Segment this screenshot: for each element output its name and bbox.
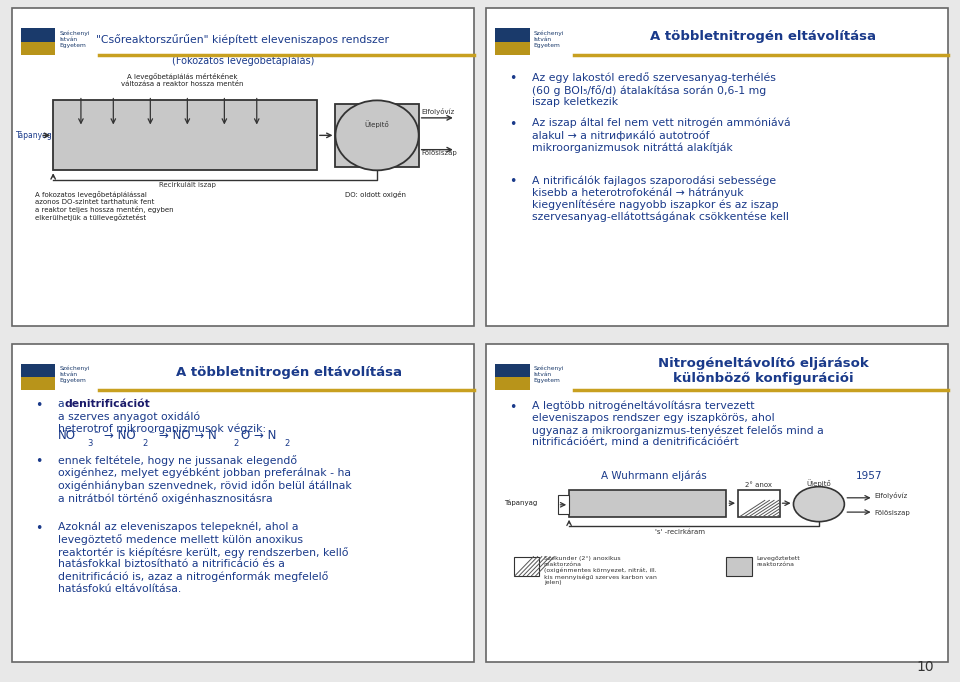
Text: •: • [35, 522, 42, 535]
Text: •: • [509, 118, 516, 131]
Bar [21, 42, 56, 55]
Text: DO: oldott oxigén: DO: oldott oxigén [345, 191, 406, 198]
Text: denitrificációt: denitrificációt [64, 399, 150, 409]
Bar [53, 100, 317, 170]
Text: 2: 2 [284, 439, 290, 448]
Text: Tápanyag: Tápanyag [16, 131, 53, 140]
Text: •: • [35, 455, 42, 468]
Bar [495, 377, 530, 390]
Text: 's' -recirkáram: 's' -recirkáram [655, 529, 705, 535]
Text: Azoknál az eleveniszapos telepeknél, ahol a
levegöztető medence mellett külön an: Azoknál az eleveniszapos telepeknél, aho… [58, 522, 348, 593]
Text: Az egy lakostól eredő szervesanyag-terhélés
(60 g BOI₅/fő/d) átalakítása során 0: Az egy lakostól eredő szervesanyag-terhé… [532, 72, 776, 107]
Text: 2: 2 [142, 439, 148, 448]
Text: A fokozatos levegőbetáplálással
azonos DO-szintet tarthatunk fent
a reaktor telj: A fokozatos levegőbetáplálással azonos D… [35, 191, 173, 222]
Text: "Csőreaktorszűrűen" kiépített eleveniszapos rendszer: "Csőreaktorszűrűen" kiépített elevenisza… [96, 35, 390, 46]
Text: •: • [509, 401, 516, 414]
Text: •: • [509, 175, 516, 188]
Text: Ülepitő: Ülepitő [806, 479, 831, 488]
Bar [21, 28, 56, 42]
Text: Fölösiszap: Fölösiszap [875, 509, 910, 516]
Text: Széchenyi
István
Egyetem: Széchenyi István Egyetem [534, 31, 564, 48]
Text: ⁻ → NO: ⁻ → NO [94, 429, 135, 442]
Text: a: a [58, 399, 68, 409]
Text: Fölösiszap: Fölösiszap [421, 150, 457, 156]
Text: Tápanyag: Tápanyag [504, 500, 538, 507]
Text: 3: 3 [87, 439, 92, 448]
Bar [495, 42, 530, 55]
Text: 2: 2 [233, 439, 239, 448]
Text: (Fokozatos levegőbetáplálás): (Fokozatos levegőbetáplálás) [172, 55, 314, 66]
Text: Recirkulált iszap: Recirkulált iszap [159, 181, 216, 188]
Text: Az iszap által fel nem vett nitrogén ammóniává
alakul → a nitrификáló autotroóf
: Az iszap által fel nem vett nitrogén amm… [532, 118, 791, 153]
Bar [558, 495, 569, 514]
Ellipse shape [794, 487, 845, 522]
Bar [335, 104, 419, 167]
Bar [727, 557, 752, 576]
Text: A levegőbetáplálás mértékének
változása a reaktor hossza mentén: A levegőbetáplálás mértékének változása … [122, 74, 244, 87]
Text: ennek feltétele, hogy ne jussanak elegendő
oxigénhez, melyet egyébként jobban pr: ennek feltétele, hogy ne jussanak elegen… [58, 455, 351, 503]
Text: 2° anox: 2° anox [745, 482, 772, 488]
Bar [514, 557, 539, 576]
Bar [495, 28, 530, 42]
Text: A legtöbb nitrogéneltávolításra tervezett
eleveniszapos rendszer egy iszapkörös,: A legtöbb nitrogéneltávolításra tervezet… [532, 401, 824, 447]
Bar [21, 377, 56, 390]
Text: Elfolyóvíz: Elfolyóvíz [875, 492, 908, 499]
Text: Elfolyóvíz: Elfolyóvíz [421, 108, 454, 115]
Bar [21, 364, 56, 377]
Text: A többletnitrogén eltávolítása: A többletnitrogén eltávolítása [176, 366, 402, 379]
Text: a szerves anyagot oxidáló
heterotrof mikroorganizmusok végzik:: a szerves anyagot oxidáló heterotrof mik… [58, 411, 266, 434]
Text: Széchenyi
István
Egyetem: Széchenyi István Egyetem [60, 366, 89, 383]
Text: A többletnitrogén eltávolítása: A többletnitrogén eltávolítása [651, 30, 876, 43]
Text: A Wuhrmann eljárás: A Wuhrmann eljárás [602, 471, 708, 481]
Text: O → N: O → N [241, 429, 276, 442]
Text: ⁻ → NO → N: ⁻ → NO → N [149, 429, 217, 442]
Bar [495, 364, 530, 377]
Text: Nitrogéneltávolító eljárások
különböző konfigurációi: Nitrogéneltávolító eljárások különböző k… [658, 357, 869, 385]
Bar [738, 490, 780, 517]
Text: •: • [35, 399, 42, 412]
Ellipse shape [335, 100, 419, 170]
Bar [569, 490, 727, 517]
Text: NO: NO [58, 429, 76, 442]
Text: Levegőztetett
reaktorzóna: Levegőztetett reaktorzóna [756, 556, 801, 567]
Text: 1957: 1957 [856, 471, 882, 481]
Text: Széchenyi
István
Egyetem: Széchenyi István Egyetem [534, 366, 564, 383]
Text: Széchenyi
István
Egyetem: Széchenyi István Egyetem [60, 31, 89, 48]
Text: 10: 10 [917, 659, 934, 674]
Text: A nitrificálók fajlagos szaporodási sebessége
kisebb a heterotrofokénál → hátrán: A nitrificálók fajlagos szaporodási sebe… [532, 175, 789, 222]
Text: Szekunder (2°) anoxikus
reaktorzóna
(oxigénmentes környezet, nitrát, ill.
kis me: Szekunder (2°) anoxikus reaktorzóna (oxi… [543, 556, 657, 585]
Text: •: • [509, 72, 516, 85]
Text: Ülepitő: Ülepitő [365, 120, 390, 128]
